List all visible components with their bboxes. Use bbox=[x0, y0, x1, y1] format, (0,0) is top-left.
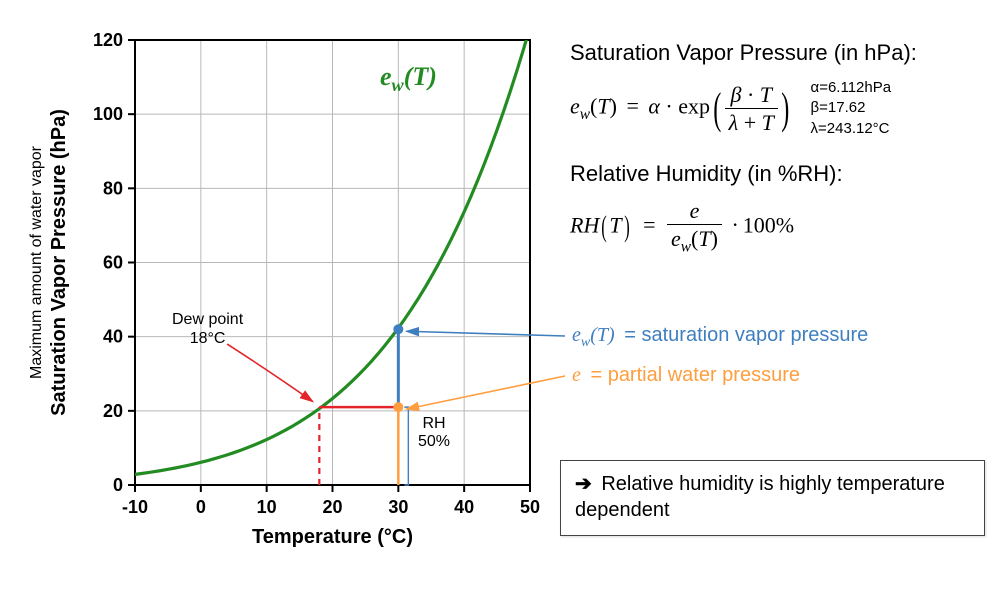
note-arrow-icon: ➔ bbox=[575, 473, 592, 495]
svp-equation-row: ew(T) = α · exp( β · T λ + T ) α=6.112hP… bbox=[570, 78, 980, 139]
svg-text:60: 60 bbox=[103, 253, 123, 273]
svg-text:Saturation Vapor Pressure (hPa: Saturation Vapor Pressure (hPa) bbox=[48, 109, 70, 416]
svg-text:40: 40 bbox=[103, 327, 123, 347]
rh-title: Relative Humidity (in %RH): bbox=[570, 161, 980, 187]
svg-text:10: 10 bbox=[257, 497, 277, 517]
dew-point-label: Dew point 18°C bbox=[172, 310, 243, 348]
svp-title: Saturation Vapor Pressure (in hPa): bbox=[570, 40, 980, 66]
svg-text:-10: -10 bbox=[122, 497, 148, 517]
svg-text:100: 100 bbox=[93, 104, 123, 124]
svg-text:0: 0 bbox=[113, 475, 123, 495]
curve-label: ew(T) bbox=[380, 62, 437, 96]
svg-text:20: 20 bbox=[103, 401, 123, 421]
svg-text:30: 30 bbox=[388, 497, 408, 517]
callout-e: e = partial water pressure bbox=[572, 364, 800, 387]
equations-panel: Saturation Vapor Pressure (in hPa): ew(T… bbox=[570, 40, 980, 255]
rh-label: RH 50% bbox=[418, 415, 450, 452]
callout-ew: ew(T) = saturation vapor pressure bbox=[572, 324, 868, 351]
svp-params: α=6.112hPa β=17.62 λ=243.12°C bbox=[811, 78, 892, 139]
svg-text:Temperature (°C): Temperature (°C) bbox=[252, 526, 413, 548]
svg-text:80: 80 bbox=[103, 178, 123, 198]
note-text: Relative humidity is highly temperature … bbox=[575, 473, 945, 521]
svg-text:120: 120 bbox=[93, 30, 123, 50]
note-box: ➔ Relative humidity is highly temperatur… bbox=[560, 460, 985, 536]
rh-equation: RH(T) = e ew(T) ·100% bbox=[570, 199, 980, 256]
svg-text:50: 50 bbox=[520, 497, 540, 517]
svg-text:Maximum amount of water vapor: Maximum amount of water vapor bbox=[28, 145, 45, 379]
svg-text:20: 20 bbox=[322, 497, 342, 517]
svg-text:0: 0 bbox=[196, 497, 206, 517]
svp-equation: ew(T) = α · exp( β · T λ + T ) bbox=[570, 83, 793, 134]
svg-text:40: 40 bbox=[454, 497, 474, 517]
